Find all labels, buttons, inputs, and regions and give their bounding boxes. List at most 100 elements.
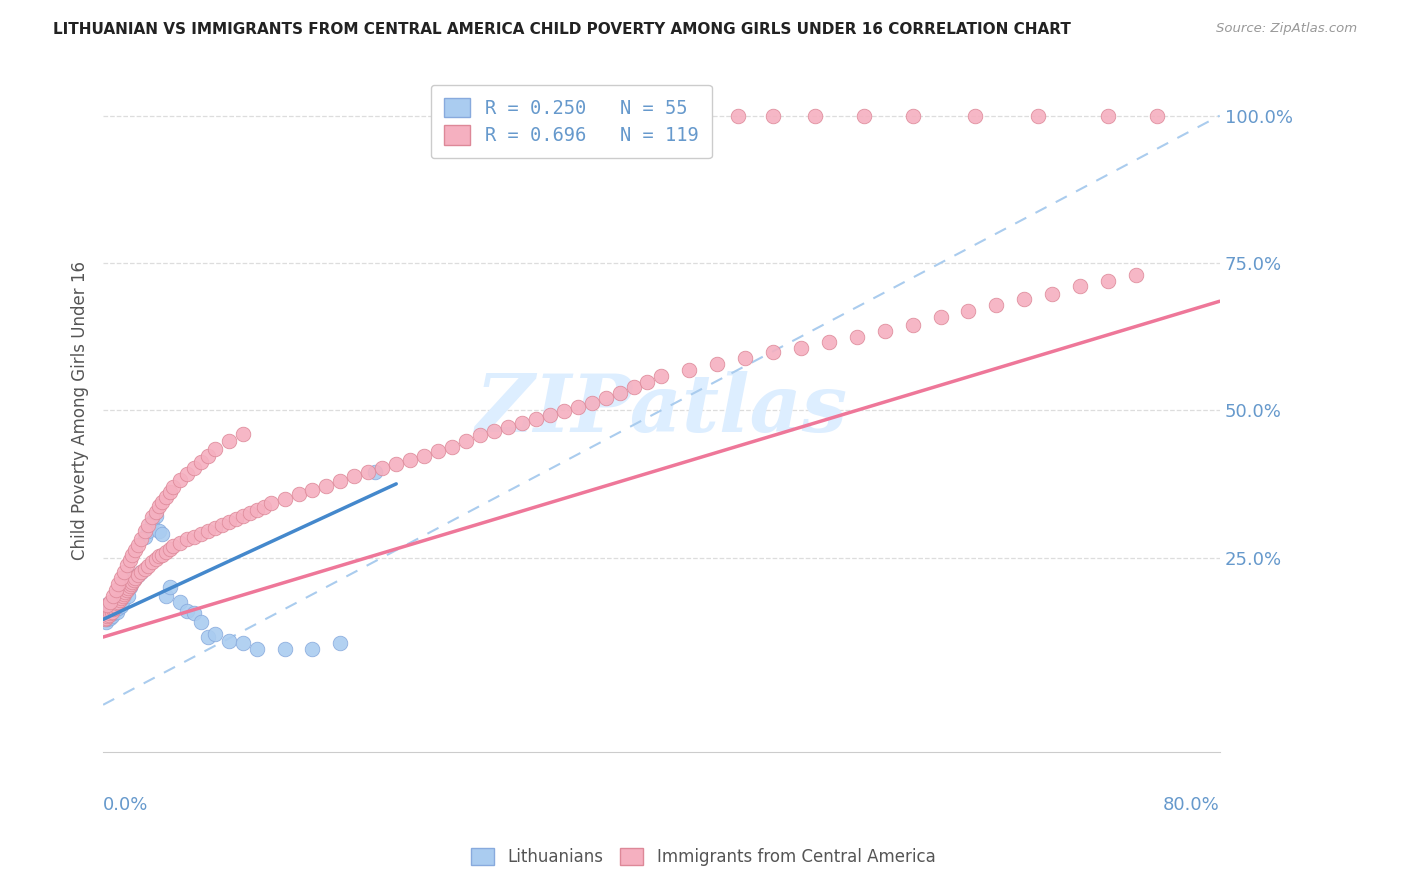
Point (98, 607, 121, 621)
Point (97, 608, 120, 623)
Point (623, 379, 645, 393)
Point (197, 524, 219, 538)
Point (107, 595, 129, 609)
Point (468, 428, 491, 442)
Point (253, 500, 276, 515)
Point (364, 465, 387, 479)
Point (121, 574, 143, 588)
Point (197, 630, 219, 644)
Point (845, 329, 868, 343)
Point (232, 509, 254, 524)
Point (110, 599, 132, 613)
Point (98, 595, 121, 609)
Point (637, 109, 659, 123)
Point (148, 549, 170, 564)
Point (957, 304, 980, 318)
Point (162, 480, 184, 494)
Point (145, 504, 167, 518)
Text: 80.0%: 80.0% (1163, 797, 1220, 814)
Point (706, 357, 728, 371)
Point (496, 419, 519, 434)
Point (225, 512, 247, 526)
Point (159, 580, 181, 594)
Text: Source: ZipAtlas.com: Source: ZipAtlas.com (1216, 22, 1357, 36)
Point (218, 634, 240, 648)
Point (929, 310, 952, 325)
Text: LITHUANIAN VS IMMIGRANTS FROM CENTRAL AMERICA CHILD POVERTY AMONG GIRLS UNDER 16: LITHUANIAN VS IMMIGRANTS FROM CENTRAL AM… (53, 22, 1071, 37)
Point (553, 109, 575, 123)
Point (96, 612, 118, 626)
Point (103, 597, 125, 611)
Point (97, 599, 120, 613)
Point (567, 401, 589, 415)
Point (650, 369, 672, 384)
Point (986, 298, 1008, 312)
Point (136, 518, 159, 533)
Point (204, 627, 226, 641)
Point (100, 601, 122, 615)
Point (141, 555, 163, 569)
Point (155, 544, 177, 558)
Point (148, 524, 170, 538)
Point (176, 467, 198, 481)
Point (1040, 286, 1063, 301)
Point (127, 537, 149, 551)
Point (134, 524, 156, 538)
Point (901, 318, 924, 332)
Point (115, 582, 138, 597)
Point (118, 580, 141, 594)
Point (101, 607, 124, 621)
Point (129, 566, 152, 580)
Point (120, 577, 142, 591)
Point (510, 416, 533, 430)
Point (287, 487, 309, 501)
Point (371, 461, 394, 475)
Text: ZIPatlas: ZIPatlas (475, 371, 848, 449)
Point (357, 465, 380, 479)
Point (112, 587, 135, 601)
Point (94, 610, 117, 624)
Point (108, 597, 131, 611)
Point (762, 345, 785, 359)
Point (524, 109, 547, 123)
Point (664, 109, 686, 123)
Point (329, 636, 352, 650)
Point (93, 612, 115, 626)
Point (190, 455, 212, 469)
Point (315, 478, 337, 492)
Point (609, 385, 631, 400)
Point (111, 589, 134, 603)
Point (114, 584, 136, 599)
Point (148, 499, 170, 513)
Point (385, 458, 408, 472)
Point (103, 600, 125, 615)
Point (155, 589, 177, 603)
Point (246, 641, 269, 656)
Point (103, 605, 125, 619)
Point (692, 109, 714, 123)
Point (150, 548, 173, 562)
Point (105, 605, 128, 619)
Point (104, 599, 127, 613)
Point (427, 444, 450, 458)
Point (108, 593, 131, 607)
Point (155, 491, 177, 505)
Point (169, 473, 191, 487)
Point (852, 109, 875, 123)
Point (1097, 274, 1119, 288)
Point (101, 602, 124, 616)
Point (1069, 279, 1091, 293)
Point (482, 424, 505, 438)
Point (97, 608, 120, 623)
Point (734, 351, 756, 366)
Point (96, 605, 118, 619)
Point (301, 483, 323, 497)
Point (111, 593, 134, 607)
Point (129, 532, 152, 546)
Point (124, 571, 146, 585)
Point (104, 582, 127, 597)
Point (94, 615, 117, 630)
Point (150, 527, 173, 541)
Point (553, 404, 575, 418)
Point (678, 363, 700, 377)
